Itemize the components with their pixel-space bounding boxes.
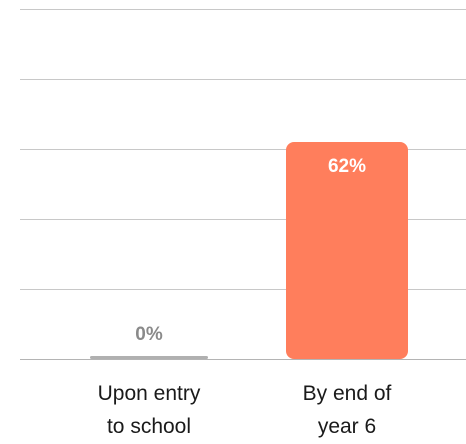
bar-1 xyxy=(286,142,408,359)
bar-0 xyxy=(90,356,208,359)
value-label-0: 0% xyxy=(135,324,163,345)
category-label-1-line-1: year 6 xyxy=(318,415,376,438)
category-label-1-line-0: By end of xyxy=(303,382,392,405)
value-label-1: 62% xyxy=(328,156,366,177)
category-labels: Upon entry to school By end of year 6 xyxy=(98,382,392,438)
category-label-0-line-1: to school xyxy=(107,415,191,438)
bars xyxy=(90,142,408,359)
value-labels: 0% 62% xyxy=(135,156,366,345)
category-label-0-line-0: Upon entry xyxy=(98,382,201,405)
